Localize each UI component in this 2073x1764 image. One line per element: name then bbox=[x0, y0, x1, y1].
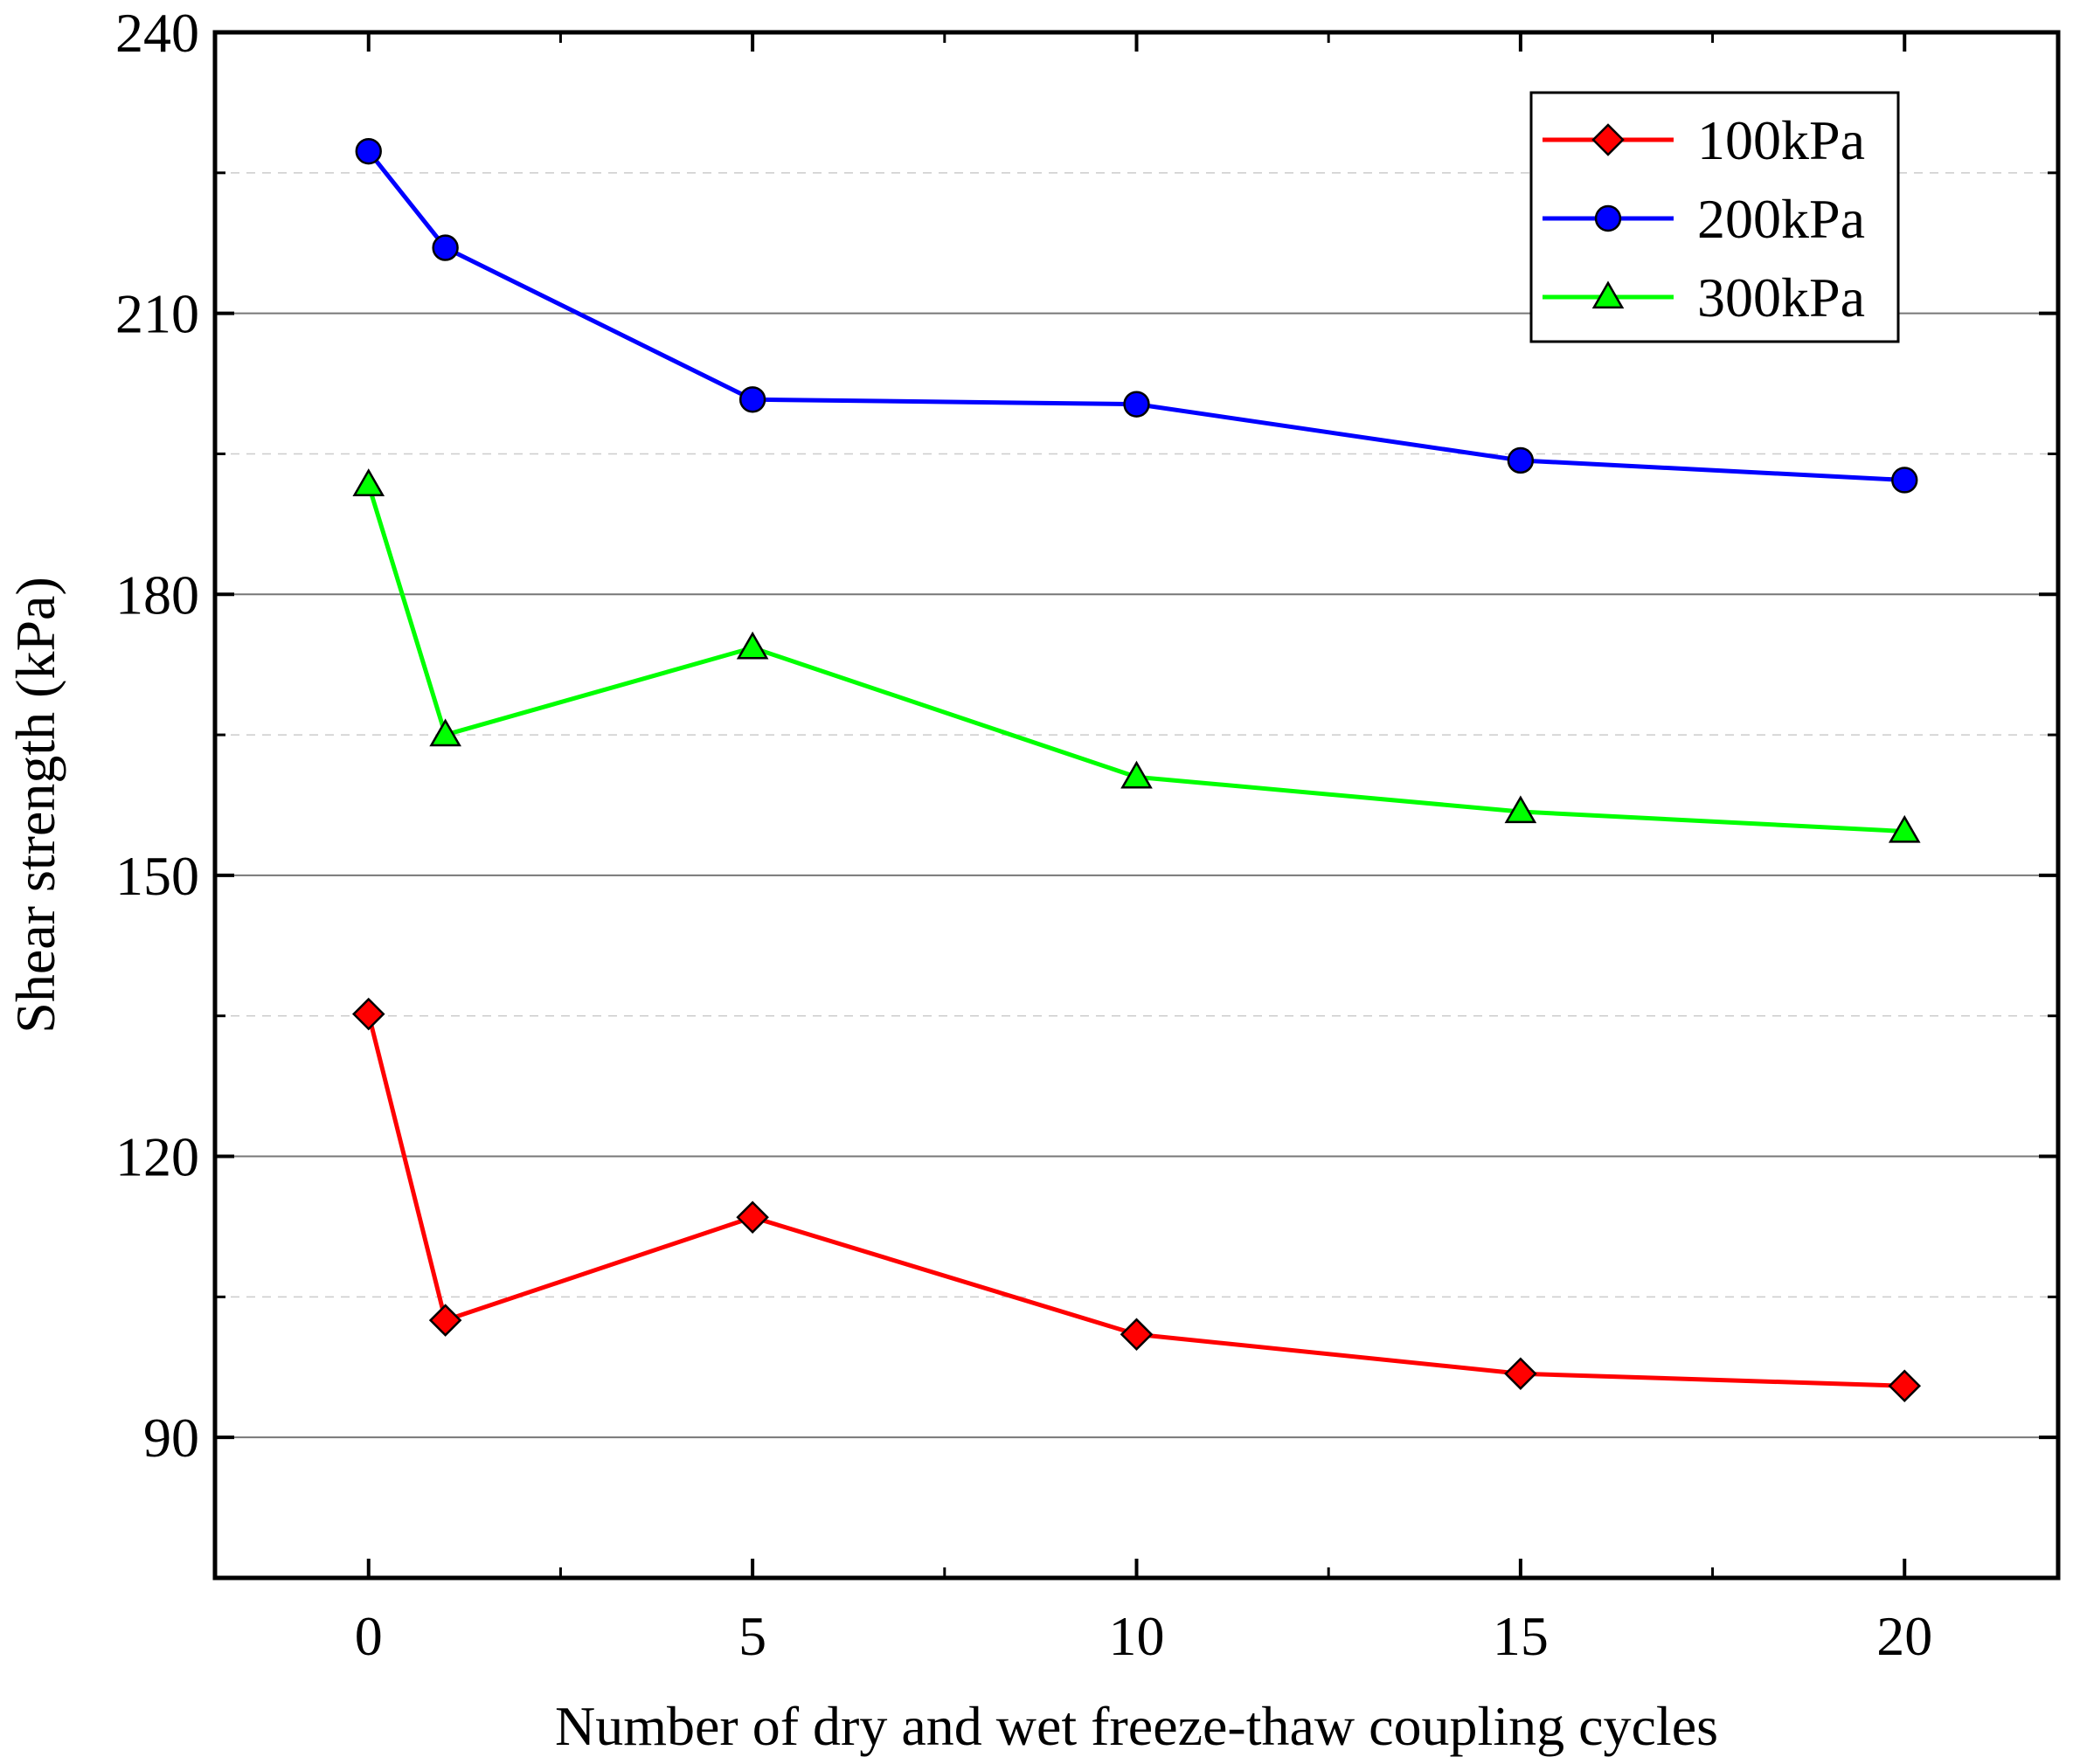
tick-labels: 90 120 150 180 210 240 0 5 10 15 20 bbox=[115, 2, 1932, 1667]
data-point bbox=[1888, 1369, 1922, 1402]
data-point bbox=[1120, 1318, 1154, 1352]
data-point bbox=[1504, 795, 1537, 824]
legend-label: 200kPa bbox=[1697, 188, 1865, 250]
y-axis-title: Shear strength (kPa) bbox=[4, 577, 66, 1034]
series-1 bbox=[355, 137, 1918, 494]
data-point bbox=[1888, 814, 1921, 843]
data-point bbox=[429, 718, 461, 747]
data-point bbox=[352, 468, 385, 496]
y-tick-label: 90 bbox=[143, 1407, 199, 1469]
y-tick-label: 120 bbox=[115, 1126, 199, 1188]
x-tick-label: 5 bbox=[738, 1605, 766, 1667]
data-point bbox=[1507, 446, 1535, 474]
axis-ticks bbox=[215, 31, 2058, 1578]
series-layer bbox=[351, 137, 1922, 1402]
data-point bbox=[1891, 467, 1918, 494]
series-line-0 bbox=[366, 1013, 1905, 1388]
series-line-1 bbox=[366, 149, 1905, 482]
data-point bbox=[351, 997, 385, 1031]
legend-label: 100kPa bbox=[1697, 109, 1865, 171]
legend-marker bbox=[1594, 204, 1622, 232]
legend-marker bbox=[1591, 280, 1625, 309]
series-0 bbox=[351, 997, 1922, 1402]
y-tick-label: 240 bbox=[115, 2, 199, 64]
x-axis-title: Number of dry and wet freeze-thaw coupli… bbox=[555, 1695, 1718, 1757]
grid-lines bbox=[215, 172, 2058, 1439]
y-tick-label: 150 bbox=[115, 845, 199, 907]
legend: 100kPa 200kPa 300kPa bbox=[1529, 91, 1900, 343]
data-point bbox=[736, 1200, 769, 1235]
data-point bbox=[355, 137, 382, 165]
data-point bbox=[428, 1304, 462, 1337]
x-tick-label: 10 bbox=[1109, 1605, 1165, 1667]
data-point bbox=[1504, 1357, 1537, 1391]
data-point bbox=[432, 234, 459, 261]
data-point bbox=[736, 631, 769, 660]
legend-label: 300kPa bbox=[1697, 266, 1865, 329]
data-point bbox=[738, 386, 766, 413]
y-tick-label: 210 bbox=[115, 283, 199, 345]
data-point bbox=[1120, 760, 1153, 789]
x-tick-label: 0 bbox=[355, 1605, 383, 1667]
series-2 bbox=[352, 468, 1921, 843]
data-point bbox=[1123, 391, 1150, 418]
x-tick-label: 15 bbox=[1493, 1605, 1549, 1667]
y-tick-label: 180 bbox=[115, 564, 199, 626]
series-line-2 bbox=[366, 484, 1905, 834]
x-tick-label: 20 bbox=[1876, 1605, 1932, 1667]
legend-marker bbox=[1591, 123, 1625, 156]
